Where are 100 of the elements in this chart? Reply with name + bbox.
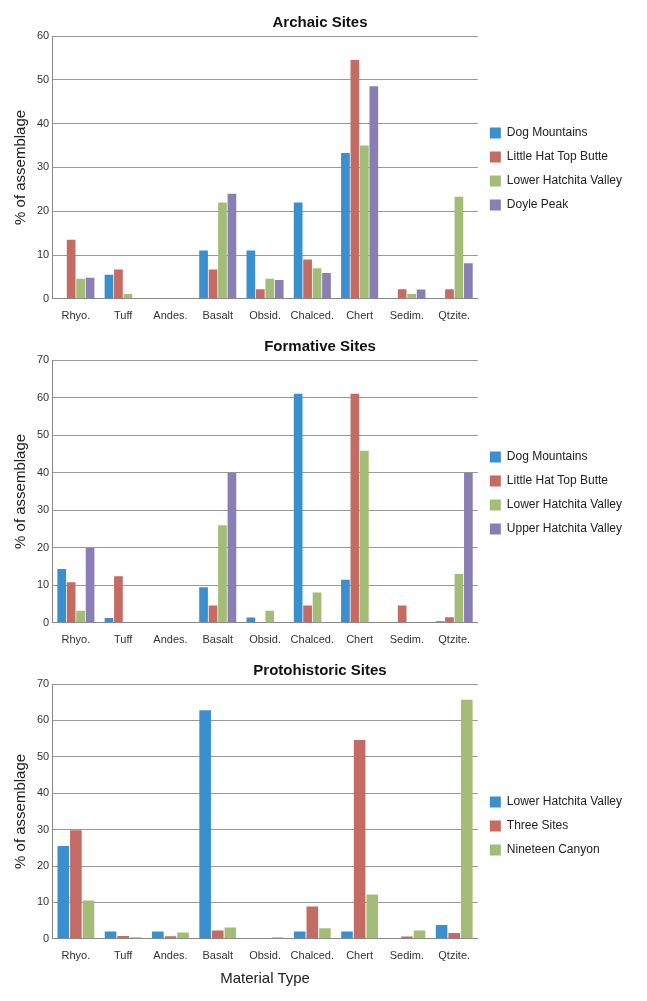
x-axis-title: Material Type — [220, 969, 310, 987]
y-tick-label: 70 — [36, 353, 50, 366]
y-tick-label: 50 — [36, 749, 50, 762]
bar — [177, 932, 189, 939]
y-tick-label: 30 — [36, 822, 50, 835]
bar — [265, 278, 275, 299]
x-tick-label: Chalced. — [290, 309, 335, 322]
legend-label: Nineteen Canyon — [506, 842, 600, 857]
x-tick-label: Basalt — [202, 633, 234, 646]
x-tick-label: Tuff — [114, 309, 134, 322]
x-tick-label: Chalced. — [290, 949, 335, 962]
bar — [57, 569, 67, 623]
bar — [104, 274, 114, 299]
y-tick-label: 0 — [43, 291, 50, 304]
bar — [319, 928, 331, 939]
x-tick-label: Sedim. — [389, 309, 425, 322]
bar — [227, 193, 237, 299]
bar — [265, 610, 275, 623]
y-tick-label: 50 — [36, 428, 50, 441]
bar — [66, 239, 76, 299]
x-tick-label: Andes. — [153, 633, 188, 646]
bar — [407, 293, 416, 299]
bar — [397, 289, 407, 299]
x-tick-label: Chert — [346, 633, 374, 646]
y-tick-label: 40 — [36, 465, 50, 478]
bar — [208, 269, 218, 299]
bar — [350, 60, 360, 299]
bar — [114, 269, 123, 299]
x-tick-label: Sedim. — [389, 633, 425, 646]
y-tick-label: 10 — [36, 248, 50, 261]
y-tick-label: 10 — [36, 578, 50, 591]
bar — [164, 936, 177, 939]
bar — [359, 450, 369, 623]
bar — [211, 930, 224, 939]
x-tick-label: Basalt — [202, 309, 234, 322]
bar — [454, 196, 464, 299]
bar — [359, 145, 369, 299]
bar — [293, 931, 306, 939]
legend-label: Lower Hatchita Valley — [506, 794, 623, 809]
x-tick-label: Sedim. — [389, 949, 425, 962]
y-tick-label: 10 — [36, 895, 50, 908]
y-tick-label: 20 — [36, 204, 50, 217]
legend-label: Upper Hatchita Valley — [506, 521, 623, 536]
x-tick-label: Rhyo. — [61, 633, 91, 646]
y-tick-label: 0 — [43, 615, 50, 628]
legend-label: Little Hat Top Butte — [506, 473, 609, 488]
bar — [85, 547, 95, 623]
legend-label: Doyle Peak — [506, 197, 570, 212]
bar — [312, 592, 322, 623]
bar — [66, 582, 76, 623]
bar — [322, 272, 331, 299]
bar — [218, 525, 227, 623]
chart-title: Archaic Sites — [272, 13, 368, 31]
bar — [199, 710, 211, 939]
y-tick-label: 30 — [36, 160, 50, 173]
bar — [445, 289, 454, 299]
y-tick-label: 20 — [36, 540, 50, 553]
x-tick-label: Qtzite. — [438, 309, 471, 322]
bar — [199, 250, 208, 299]
x-tick-label: Tuff — [114, 633, 134, 646]
x-tick-label: Tuff — [114, 949, 134, 962]
x-tick-label: Rhyo. — [61, 949, 91, 962]
x-tick-label: Chert — [346, 309, 374, 322]
y-tick-label: 0 — [43, 931, 50, 944]
legend-label: Lower Hatchita Valley — [506, 497, 623, 512]
bar — [255, 289, 265, 299]
y-tick-label: 50 — [36, 72, 50, 85]
bar — [397, 605, 407, 623]
y-axis-title: % of assemblage — [11, 433, 29, 549]
x-tick-label: Obsid. — [249, 309, 281, 322]
x-tick-label: Chalced. — [290, 633, 335, 646]
bar — [341, 931, 353, 939]
bar — [454, 573, 464, 623]
bar — [303, 605, 312, 623]
y-tick-label: 40 — [36, 116, 50, 129]
bar — [369, 86, 379, 299]
y-tick-label: 60 — [36, 713, 50, 726]
bar — [312, 268, 322, 299]
bar — [306, 906, 319, 939]
x-tick-label: Rhyo. — [61, 309, 91, 322]
bar — [274, 279, 284, 299]
bar — [448, 932, 460, 939]
bar — [445, 617, 454, 623]
x-tick-label: Qtzite. — [438, 633, 471, 646]
bar — [341, 579, 350, 623]
bar — [199, 587, 208, 623]
bar — [293, 202, 303, 299]
bar — [464, 263, 473, 299]
legend-label: Dog Mountains — [506, 125, 588, 140]
bar — [82, 900, 95, 939]
bar — [57, 845, 70, 939]
x-tick-label: Chert — [346, 949, 374, 962]
x-tick-label: Andes. — [153, 949, 188, 962]
y-axis-title: % of assemblage — [11, 109, 29, 225]
bar — [218, 202, 227, 299]
bar — [413, 930, 426, 939]
y-axis-title: % of assemblage — [11, 753, 29, 869]
bar — [76, 278, 85, 299]
x-tick-label: Basalt — [202, 949, 234, 962]
bar — [350, 393, 360, 623]
